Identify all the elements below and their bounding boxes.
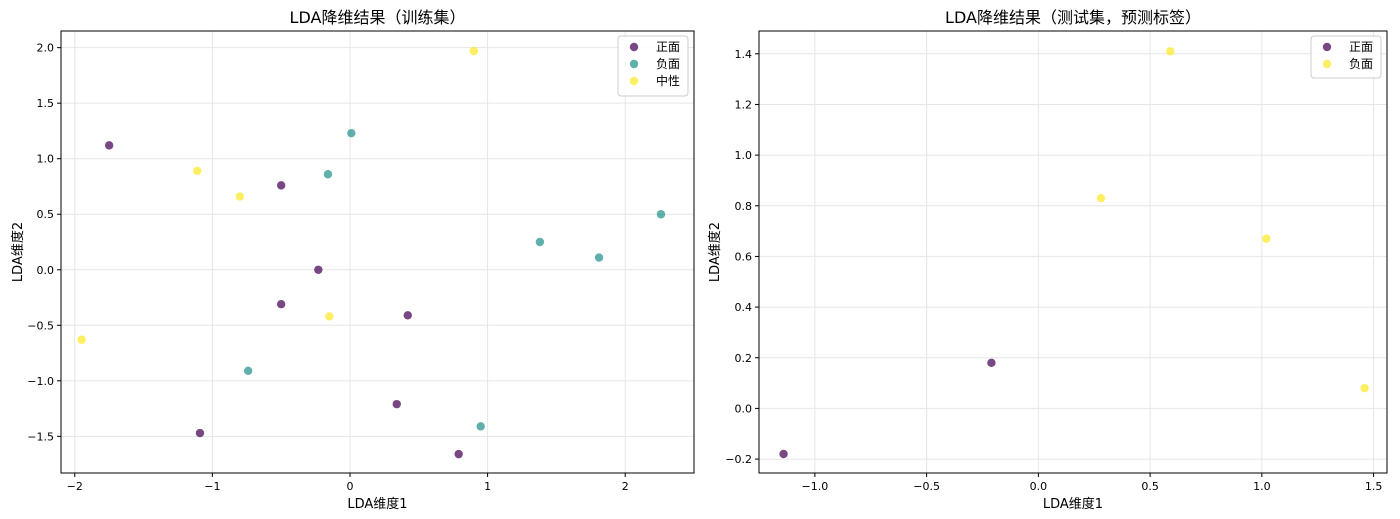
y-tick-label: −0.2	[725, 453, 752, 466]
data-point	[1262, 234, 1271, 243]
y-tick-label: 0.4	[735, 301, 753, 314]
y-tick-label: 1.0	[735, 149, 753, 162]
y-axis-label: LDA维度2	[10, 222, 26, 282]
legend-label: 负面	[656, 57, 680, 71]
y-tick-label: −1.0	[27, 375, 54, 388]
x-tick-label: 0	[346, 480, 353, 493]
legend-label: 正面	[1349, 40, 1373, 54]
data-point	[347, 128, 356, 138]
y-tick-label: 2.0	[37, 42, 55, 55]
data-point	[1166, 47, 1175, 56]
x-tick-label: −2	[67, 480, 83, 493]
legend-marker	[629, 42, 639, 52]
data-point	[1360, 383, 1369, 393]
data-point	[314, 265, 323, 274]
x-tick-label: 2	[622, 480, 629, 493]
x-tick-label: 1.0	[1253, 480, 1271, 493]
data-point	[392, 399, 401, 409]
y-tick-label: 0.6	[735, 250, 753, 263]
legend-label: 中性	[656, 73, 680, 88]
x-tick-label: −1.0	[802, 480, 829, 493]
chart-test: −1.0 −0.5 0.0 0.5 1.0 1.5 −0.2 0.0 0.2 0.4 0.6 0.8 1…	[707, 8, 1388, 512]
data-point	[1096, 193, 1106, 203]
data-point	[276, 299, 286, 309]
data-point	[403, 311, 412, 320]
y-tick-label: 1.0	[37, 153, 55, 166]
y-tick-label: 1.5	[37, 97, 55, 110]
y-axis-label: LDA维度2	[707, 222, 723, 282]
data-point	[235, 192, 245, 201]
data-point	[77, 335, 86, 344]
data-point	[656, 210, 666, 219]
y-tick-label: 0.0	[735, 402, 753, 415]
data-point	[323, 170, 333, 179]
plot-frame	[758, 30, 1388, 474]
data-point	[325, 312, 334, 321]
x-tick-label: 1.5	[1365, 480, 1383, 493]
data-point	[476, 422, 485, 431]
data-point	[779, 449, 788, 459]
y-tick-label: −1.5	[27, 430, 54, 443]
legend-marker	[629, 76, 639, 86]
y-tick-label: 0.2	[735, 352, 753, 365]
legend-marker	[629, 59, 639, 69]
data-point	[454, 449, 463, 459]
x-tick-label: −1	[204, 480, 220, 493]
x-tick-label: −0.5	[913, 480, 940, 493]
y-tick-label: 0.0	[37, 264, 55, 277]
plot-frame	[60, 30, 695, 474]
y-tick-label: 0.5	[37, 208, 55, 221]
data-point	[469, 46, 479, 56]
data-point	[276, 181, 286, 190]
legend-label: 正面	[656, 40, 680, 54]
chart-train: −2 −1 0 1 2 −1.5 −1.0 −0.5 0.0 0.5 1.0 1.5 2.0 LDA降维结…	[10, 8, 695, 512]
x-tick-label: 0.5	[1141, 480, 1159, 493]
x-tick-label: 0.0	[1030, 480, 1048, 493]
legend-marker	[1322, 59, 1332, 69]
data-point	[535, 237, 545, 247]
y-tick-label: 1.4	[735, 48, 753, 61]
data-point	[104, 141, 114, 150]
x-tick-label: 1	[484, 480, 491, 493]
data-point	[195, 428, 205, 438]
x-axis-label: LDA维度1	[347, 496, 407, 512]
x-axis-label: LDA维度1	[1043, 496, 1103, 512]
chart-title: LDA降维结果（训练集）	[290, 8, 466, 27]
data-point	[243, 366, 253, 376]
y-tick-label: −0.5	[27, 319, 54, 332]
data-point	[987, 358, 996, 368]
legend-marker	[1322, 42, 1332, 52]
y-tick-label: 0.8	[735, 200, 753, 213]
chart-title: LDA降维结果（测试集，预测标签）	[945, 8, 1201, 27]
y-tick-label: 1.2	[735, 98, 753, 111]
legend-label: 负面	[1349, 57, 1373, 71]
data-point	[193, 166, 202, 176]
data-point	[594, 253, 604, 262]
